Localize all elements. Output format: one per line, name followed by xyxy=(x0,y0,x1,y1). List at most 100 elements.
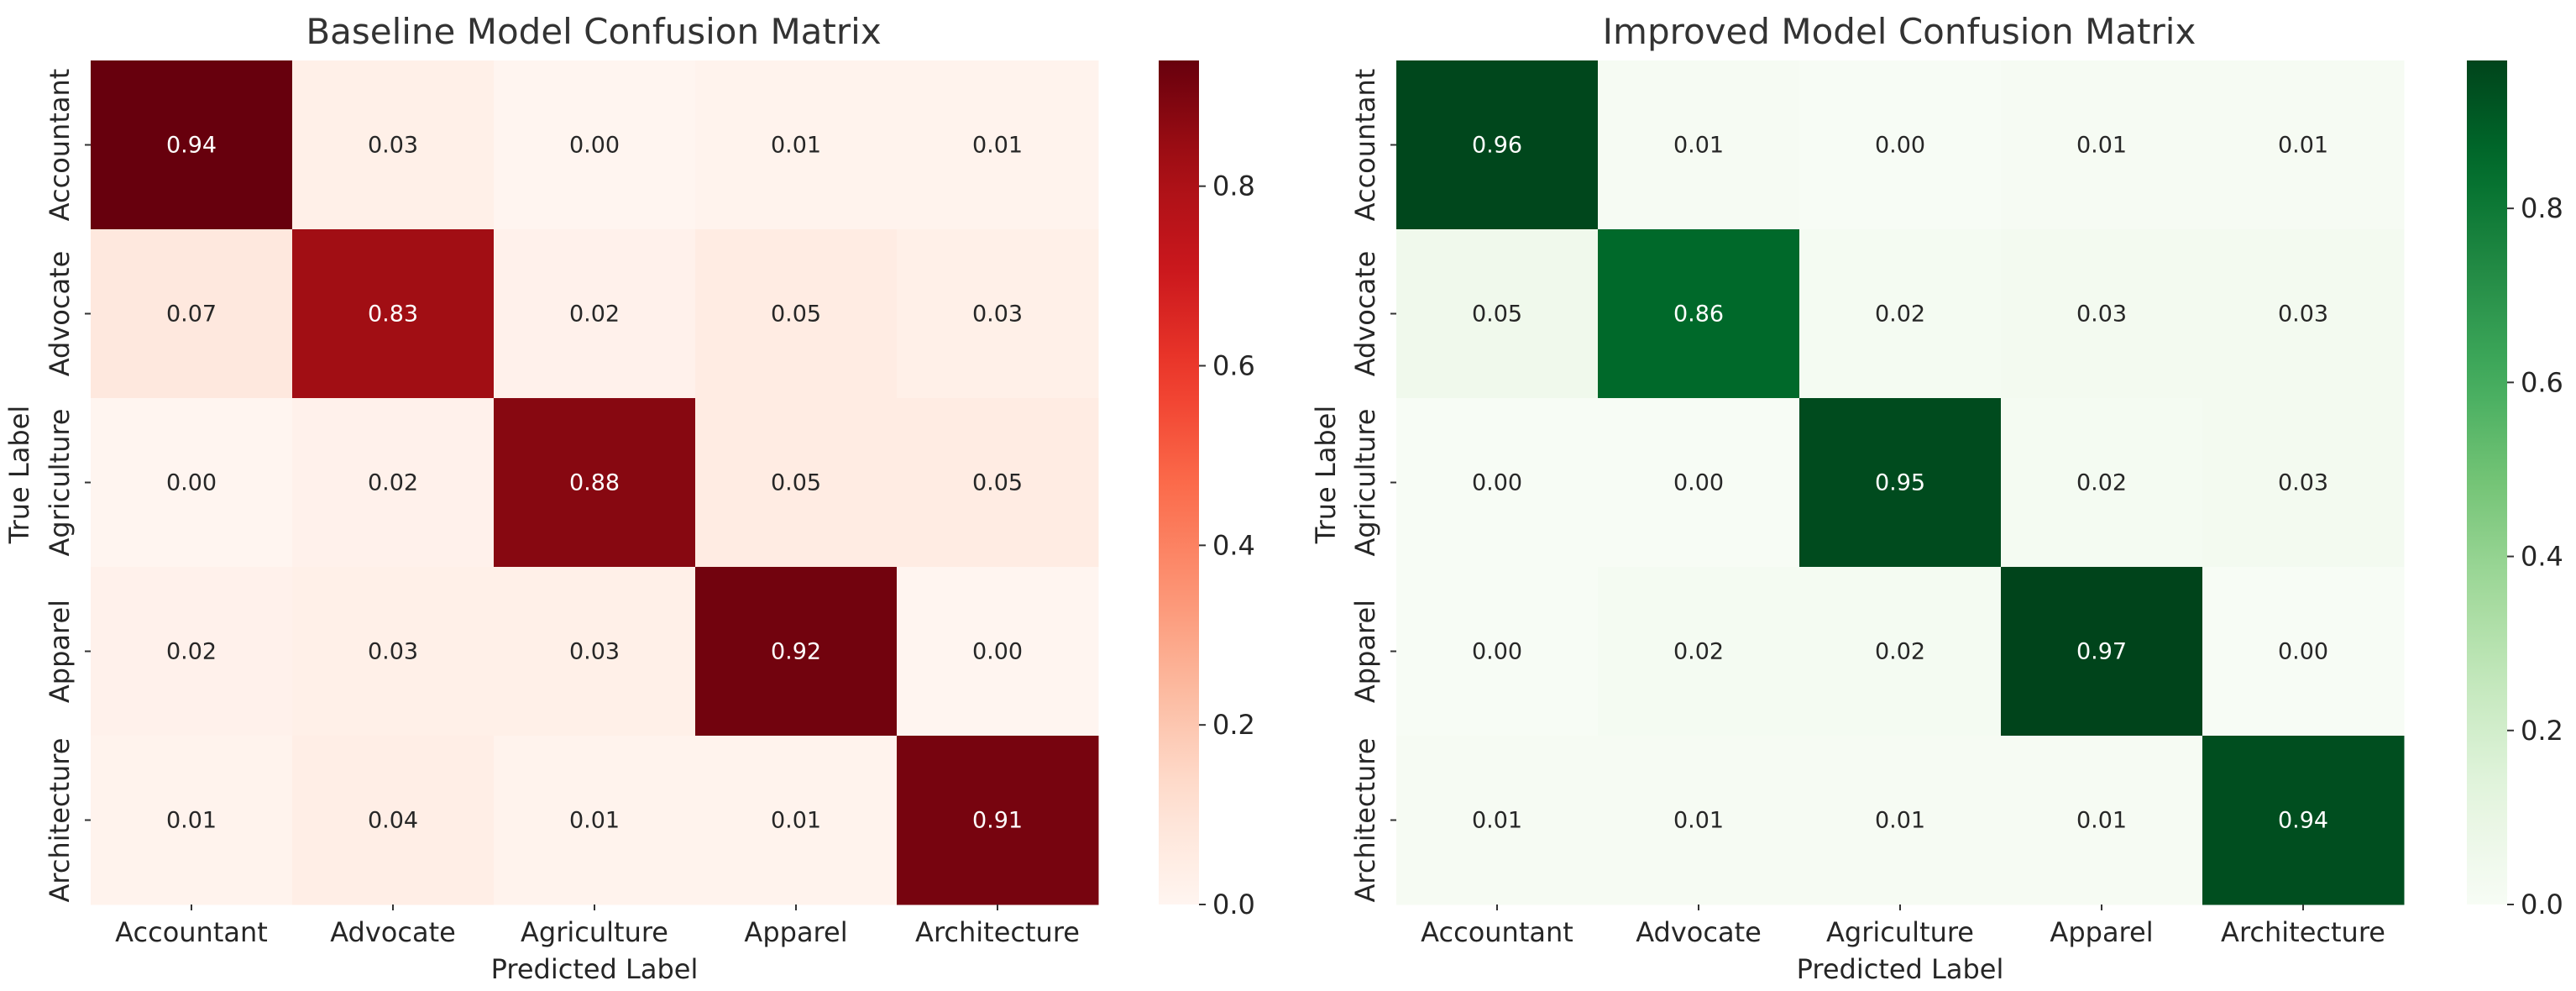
heatmap-cell xyxy=(292,60,495,230)
cell-value-label: 0.00 xyxy=(1472,639,1522,665)
heatmap-cell xyxy=(91,60,293,230)
heatmap-cell xyxy=(1598,60,1800,230)
heatmap-cell xyxy=(292,736,495,905)
cell-value-label: 0.86 xyxy=(1673,301,1724,328)
cell-value-label: 0.00 xyxy=(1472,470,1522,496)
colorbar-tick-label: 0.2 xyxy=(1212,709,1255,741)
cell-value-label: 0.00 xyxy=(972,639,1023,665)
heatmap-cell xyxy=(2001,229,2203,399)
heatmap-cell xyxy=(1396,60,1599,230)
heatmap-cell xyxy=(1799,736,2002,905)
y-tick-label: Advocate xyxy=(44,251,76,377)
heatmap-panel-2: Improved Model Confusion Matrix 0.96 0.01 0… xyxy=(1310,11,2563,985)
heatmap-cell xyxy=(292,229,495,399)
cell-value-label: 0.88 xyxy=(569,470,620,496)
cell-value-label: 0.94 xyxy=(2278,808,2328,834)
y-axis-label: True Label xyxy=(3,406,35,544)
heatmap-cell xyxy=(897,736,1099,905)
colorbar-tick-label: 0.6 xyxy=(1212,350,1255,382)
x-tick-label: Advocate xyxy=(1636,916,1762,948)
heatmap-cell xyxy=(897,567,1099,737)
heatmap-cell xyxy=(1396,736,1599,905)
heatmap-cell xyxy=(897,398,1099,568)
colorbar-tick-label: 0.6 xyxy=(2521,366,2563,398)
x-tick-label: Architecture xyxy=(2221,916,2385,948)
heatmap-cell xyxy=(2001,736,2203,905)
heatmap-cell xyxy=(1396,567,1599,737)
cell-value-label: 0.01 xyxy=(166,808,217,834)
cell-value-label: 0.03 xyxy=(569,639,620,665)
cell-value-label: 0.01 xyxy=(2278,133,2328,159)
x-tick-label: Agriculture xyxy=(1826,916,1974,948)
y-tick-label: Advocate xyxy=(1349,251,1381,377)
heatmap-cell xyxy=(2001,60,2203,230)
x-tick-label: Accountant xyxy=(1421,916,1573,948)
heatmap-cell xyxy=(2001,398,2203,568)
cell-value-label: 0.97 xyxy=(2076,639,2127,665)
cell-value-label: 0.96 xyxy=(1472,133,1522,159)
heatmap-cell xyxy=(494,736,696,905)
cell-value-label: 0.05 xyxy=(972,470,1023,496)
x-tick-label: Architecture xyxy=(915,916,1080,948)
cell-value-label: 0.02 xyxy=(166,639,217,665)
y-tick-label: Apparel xyxy=(44,600,76,703)
cell-value-label: 0.05 xyxy=(771,470,821,496)
colorbar-tick-label: 0.2 xyxy=(2521,715,2563,747)
x-axis-label: Predicted Label xyxy=(491,953,699,985)
cell-value-label: 0.05 xyxy=(1472,301,1522,328)
heatmap-cell xyxy=(695,736,898,905)
y-tick-label: Agriculture xyxy=(1349,409,1381,557)
cell-value-label: 0.00 xyxy=(1875,133,1925,159)
cell-value-label: 0.02 xyxy=(1673,639,1724,665)
cell-value-label: 0.01 xyxy=(771,133,821,159)
heatmap-cell xyxy=(2202,60,2405,230)
cell-value-label: 0.03 xyxy=(2076,301,2127,328)
cell-value-label: 0.00 xyxy=(1673,470,1724,496)
cell-value-label: 0.01 xyxy=(1472,808,1522,834)
x-tick-label: Advocate xyxy=(330,916,456,948)
heatmap-cell xyxy=(1799,398,2002,568)
heatmap-cell xyxy=(1598,398,1800,568)
cell-value-label: 0.01 xyxy=(2076,808,2127,834)
cell-value-label: 0.01 xyxy=(2076,133,2127,159)
x-axis-label: Predicted Label xyxy=(1797,953,2004,985)
y-tick-label: Agriculture xyxy=(44,409,76,557)
heatmap-cell xyxy=(292,398,495,568)
cell-value-label: 0.03 xyxy=(2278,301,2328,328)
heatmap-cell xyxy=(1799,567,2002,737)
cell-value-label: 0.02 xyxy=(1875,301,1925,328)
heatmap-cell xyxy=(2202,398,2405,568)
cell-value-label: 0.05 xyxy=(771,301,821,328)
heatmap-cell xyxy=(91,398,293,568)
heatmap-cell xyxy=(2202,229,2405,399)
cell-value-label: 0.03 xyxy=(368,133,418,159)
heatmap-cell xyxy=(1799,229,2002,399)
cell-value-label: 0.83 xyxy=(368,301,418,328)
heatmap-panel-1: Baseline Model Confusion Matrix 0.94 0.03 0… xyxy=(3,11,1255,985)
cell-value-label: 0.02 xyxy=(569,301,620,328)
colorbar-tick-label: 0.0 xyxy=(1212,889,1255,920)
y-tick-label: Accountant xyxy=(1349,69,1381,222)
heatmap-cell xyxy=(91,736,293,905)
colorbar xyxy=(2467,60,2507,904)
heatmap-cell xyxy=(1396,398,1599,568)
heatmap-cell xyxy=(897,60,1099,230)
colorbar-tick-label: 0.4 xyxy=(2521,541,2563,573)
cell-value-label: 0.00 xyxy=(2278,639,2328,665)
cell-value-label: 0.03 xyxy=(2278,470,2328,496)
cell-value-label: 0.01 xyxy=(1673,808,1724,834)
heatmap-cell xyxy=(494,60,696,230)
cell-value-label: 0.01 xyxy=(569,808,620,834)
x-tick-label: Apparel xyxy=(2050,916,2153,948)
cell-value-label: 0.04 xyxy=(368,808,418,834)
cell-value-label: 0.95 xyxy=(1875,470,1925,496)
heatmap-cell xyxy=(494,229,696,399)
x-tick-label: Accountant xyxy=(115,916,268,948)
cell-value-label: 0.07 xyxy=(166,301,217,328)
heatmap-cell xyxy=(897,229,1099,399)
chart-title: Improved Model Confusion Matrix xyxy=(1603,11,2196,52)
heatmap-cell xyxy=(2202,736,2405,905)
heatmap-cell xyxy=(2001,567,2203,737)
colorbar-tick-label: 0.8 xyxy=(2521,192,2563,224)
heatmap-cell xyxy=(1598,229,1800,399)
